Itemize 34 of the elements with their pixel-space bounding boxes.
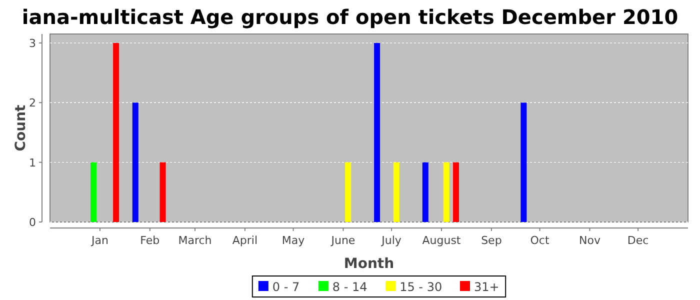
- y-axis-title: Count: [13, 104, 29, 152]
- legend-label: 31+: [474, 280, 500, 294]
- bar: [345, 162, 352, 222]
- bar: [160, 162, 166, 222]
- legend-label: 15 - 30: [400, 280, 442, 294]
- x-axis-title: Month: [344, 256, 394, 272]
- x-tick-label: Nov: [578, 234, 601, 247]
- legend-label: 8 - 14: [332, 280, 368, 294]
- bar: [453, 162, 459, 222]
- x-tick-label: June: [330, 234, 356, 247]
- x-tick-label: Sep: [481, 234, 502, 247]
- bar: [520, 102, 527, 222]
- bar: [132, 102, 138, 222]
- bar: [113, 42, 120, 222]
- x-tick-label: May: [282, 234, 306, 247]
- bar: [393, 162, 400, 222]
- x-tick-label: Jan: [90, 234, 108, 247]
- y-tick-label: 0: [29, 216, 36, 229]
- bar: [90, 162, 96, 222]
- y-tick-label: 1: [29, 156, 36, 170]
- x-tick-label: Oct: [530, 234, 550, 247]
- x-tick-label: July: [380, 234, 402, 247]
- bar: [422, 162, 428, 222]
- legend-label: 0 - 7: [272, 280, 300, 294]
- chart-title: iana-multicast Age groups of open tickets December 2010: [22, 5, 678, 29]
- bar: [374, 42, 380, 222]
- bar: [443, 162, 450, 222]
- x-tick-label: April: [232, 234, 258, 247]
- y-tick-label: 2: [29, 96, 36, 110]
- x-tick-label: August: [422, 234, 462, 247]
- x-tick-label: Dec: [627, 234, 649, 247]
- x-tick-label: Feb: [140, 234, 160, 247]
- x-tick-label: March: [178, 234, 212, 247]
- y-tick-label: 3: [29, 36, 36, 50]
